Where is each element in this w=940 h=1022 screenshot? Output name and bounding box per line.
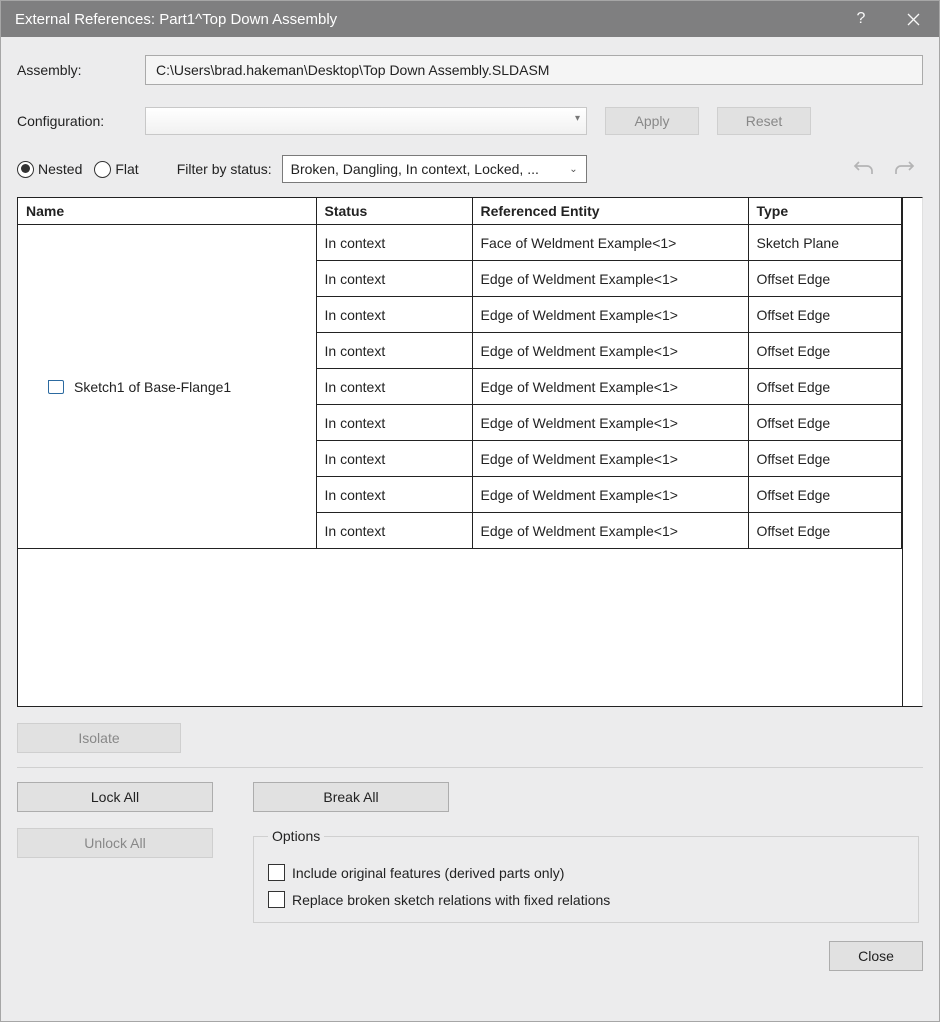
undo-button[interactable] bbox=[853, 159, 875, 180]
cell-status: In context bbox=[316, 261, 472, 297]
table-row[interactable]: Sketch1 of Base-Flange1In contextFace of… bbox=[18, 225, 902, 261]
filter-row: Nested Flat Filter by status: Broken, Da… bbox=[17, 155, 923, 183]
help-button[interactable]: ? bbox=[835, 1, 887, 37]
assembly-label: Assembly: bbox=[17, 62, 145, 78]
dialog-body: Assembly: Configuration: ▾ Apply Reset N… bbox=[1, 37, 939, 1021]
action-row: Lock All Break All Unlock All Options In… bbox=[17, 782, 923, 923]
cell-type: Offset Edge bbox=[748, 261, 902, 297]
include-original-checkbox-row[interactable]: Include original features (derived parts… bbox=[268, 864, 904, 881]
include-original-label: Include original features (derived parts… bbox=[292, 865, 564, 881]
cell-type: Offset Edge bbox=[748, 441, 902, 477]
cell-entity: Edge of Weldment Example<1> bbox=[472, 369, 748, 405]
cell-status: In context bbox=[316, 297, 472, 333]
radio-checked-icon bbox=[17, 161, 34, 178]
cell-entity: Face of Weldment Example<1> bbox=[472, 225, 748, 261]
cell-type: Offset Edge bbox=[748, 297, 902, 333]
cell-entity: Edge of Weldment Example<1> bbox=[472, 405, 748, 441]
lock-all-button[interactable]: Lock All bbox=[17, 782, 213, 812]
options-legend: Options bbox=[268, 828, 324, 844]
cell-status: In context bbox=[316, 225, 472, 261]
nested-label: Nested bbox=[38, 161, 82, 177]
cell-type: Offset Edge bbox=[748, 333, 902, 369]
cell-type: Offset Edge bbox=[748, 405, 902, 441]
checkbox-unchecked-icon bbox=[268, 864, 285, 881]
configuration-label: Configuration: bbox=[17, 113, 145, 129]
window-title: External References: Part1^Top Down Asse… bbox=[15, 11, 835, 28]
table-header-row: Name Status Referenced Entity Type bbox=[18, 198, 902, 225]
replace-broken-label: Replace broken sketch relations with fix… bbox=[292, 892, 610, 908]
filter-status-text: Broken, Dangling, In context, Locked, ..… bbox=[291, 161, 539, 177]
close-window-button[interactable] bbox=[887, 1, 939, 37]
cell-type: Offset Edge bbox=[748, 477, 902, 513]
isolate-row: Isolate bbox=[17, 723, 923, 753]
chevron-down-icon: ▾ bbox=[575, 113, 580, 124]
filter-status-select[interactable]: Broken, Dangling, In context, Locked, ..… bbox=[282, 155, 587, 183]
cell-entity: Edge of Weldment Example<1> bbox=[472, 261, 748, 297]
separator bbox=[17, 767, 923, 768]
cell-entity: Edge of Weldment Example<1> bbox=[472, 441, 748, 477]
cell-status: In context bbox=[316, 405, 472, 441]
flat-label: Flat bbox=[115, 161, 138, 177]
options-group: Options Include original features (deriv… bbox=[253, 828, 919, 923]
table-scroll-gutter bbox=[902, 198, 922, 706]
name-cell[interactable]: Sketch1 of Base-Flange1 bbox=[18, 225, 316, 549]
replace-broken-checkbox-row[interactable]: Replace broken sketch relations with fix… bbox=[268, 891, 904, 908]
break-all-button[interactable]: Break All bbox=[253, 782, 449, 812]
isolate-button[interactable]: Isolate bbox=[17, 723, 181, 753]
redo-button[interactable] bbox=[893, 159, 915, 180]
assembly-row: Assembly: bbox=[17, 55, 923, 85]
footer-row: Close bbox=[17, 941, 923, 971]
cell-status: In context bbox=[316, 441, 472, 477]
chevron-down-icon: ⌄ bbox=[569, 164, 577, 175]
cell-entity: Edge of Weldment Example<1> bbox=[472, 477, 748, 513]
action-column: Lock All Break All Unlock All Options In… bbox=[17, 782, 919, 923]
checkbox-unchecked-icon bbox=[268, 891, 285, 908]
col-type-header[interactable]: Type bbox=[748, 198, 902, 225]
apply-button[interactable]: Apply bbox=[605, 107, 699, 135]
configuration-row: Configuration: ▾ Apply Reset bbox=[17, 107, 923, 135]
cell-type: Offset Edge bbox=[748, 369, 902, 405]
reset-button[interactable]: Reset bbox=[717, 107, 811, 135]
sketch-name-label: Sketch1 of Base-Flange1 bbox=[74, 379, 231, 395]
col-entity-header[interactable]: Referenced Entity bbox=[472, 198, 748, 225]
cell-entity: Edge of Weldment Example<1> bbox=[472, 513, 748, 549]
nested-radio[interactable]: Nested bbox=[17, 161, 82, 178]
filter-by-status-label: Filter by status: bbox=[177, 161, 272, 177]
cell-status: In context bbox=[316, 513, 472, 549]
undo-redo-group bbox=[853, 159, 915, 180]
sketch-icon bbox=[48, 380, 64, 394]
titlebar: External References: Part1^Top Down Asse… bbox=[1, 1, 939, 37]
col-name-header[interactable]: Name bbox=[18, 198, 316, 225]
references-table: Name Status Referenced Entity Type Sketc… bbox=[18, 198, 902, 549]
references-table-wrap: Name Status Referenced Entity Type Sketc… bbox=[17, 197, 923, 707]
cell-status: In context bbox=[316, 369, 472, 405]
configuration-select[interactable]: ▾ bbox=[145, 107, 587, 135]
cell-type: Sketch Plane bbox=[748, 225, 902, 261]
assembly-path-input[interactable] bbox=[145, 55, 923, 85]
cell-type: Offset Edge bbox=[748, 513, 902, 549]
flat-radio[interactable]: Flat bbox=[94, 161, 138, 178]
close-button[interactable]: Close bbox=[829, 941, 923, 971]
col-status-header[interactable]: Status bbox=[316, 198, 472, 225]
cell-entity: Edge of Weldment Example<1> bbox=[472, 333, 748, 369]
cell-status: In context bbox=[316, 333, 472, 369]
cell-status: In context bbox=[316, 477, 472, 513]
radio-unchecked-icon bbox=[94, 161, 111, 178]
cell-entity: Edge of Weldment Example<1> bbox=[472, 297, 748, 333]
unlock-all-button[interactable]: Unlock All bbox=[17, 828, 213, 858]
